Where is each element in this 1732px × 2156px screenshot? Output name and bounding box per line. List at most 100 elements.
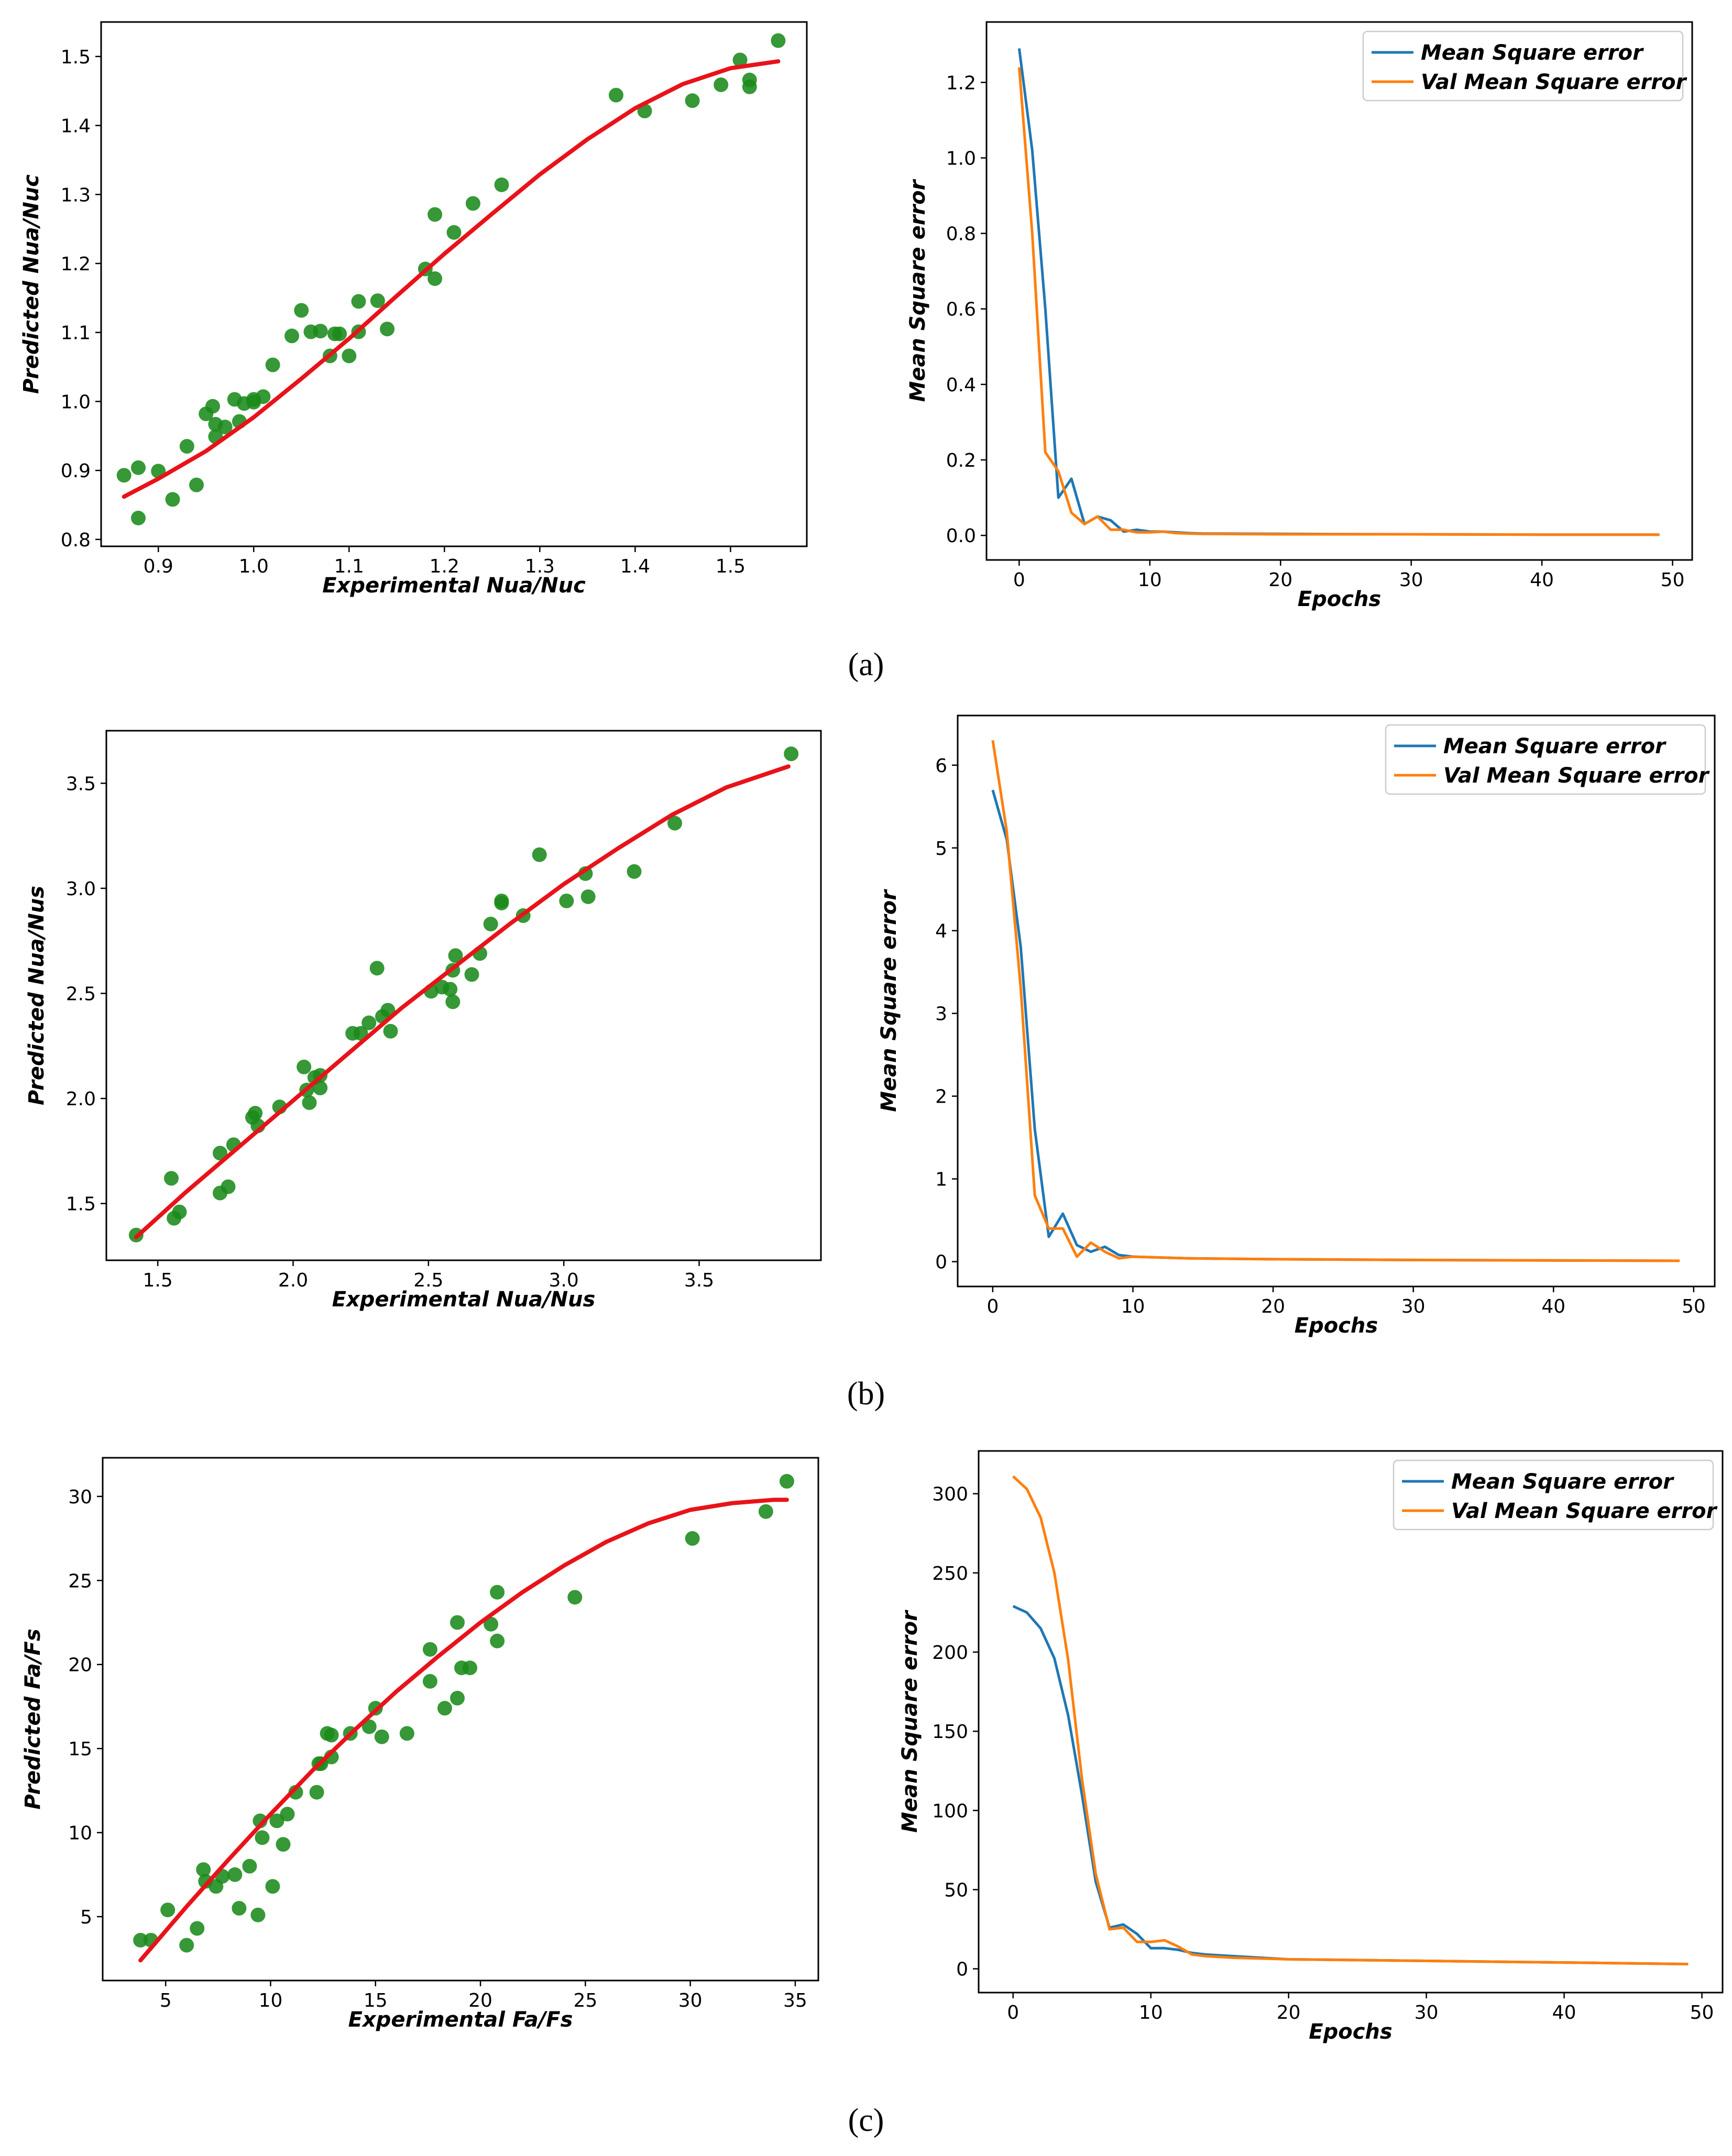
y-tick-label: 10	[68, 1823, 92, 1844]
data-point	[288, 1785, 303, 1800]
regression-curve	[134, 764, 791, 1239]
data-point	[265, 357, 280, 372]
legend: Mean Square error Val Mean Square error	[1362, 30, 1687, 102]
y-tick-label: 0	[935, 1252, 947, 1273]
data-point	[567, 1590, 583, 1605]
data-point	[490, 1633, 505, 1648]
y-tick-label: 1.5	[66, 1194, 96, 1215]
data-point	[685, 93, 700, 108]
panel-label-c: (c)	[848, 2103, 884, 2138]
y-tick-label: 1.0	[946, 148, 976, 169]
data-point	[627, 864, 642, 879]
x-tick-label: 5	[160, 1990, 172, 2011]
y-tick-label: 1.2	[946, 72, 976, 94]
y-tick-label: 300	[932, 1484, 968, 1505]
data-point	[221, 1179, 236, 1194]
legend-box	[1393, 1459, 1714, 1531]
x-tick-label: 0	[1007, 2002, 1019, 2023]
data-point	[490, 1585, 505, 1600]
y-axis-title: Mean Square error	[906, 179, 930, 402]
data-point	[332, 326, 347, 342]
panel-label-b: (b)	[847, 1376, 885, 1412]
data-point	[133, 1932, 148, 1948]
y-tick-label: 0.2	[946, 450, 976, 471]
plot-frame	[105, 730, 822, 1261]
panel-label-a: (a)	[848, 647, 884, 683]
data-point	[450, 1690, 465, 1706]
y-tick-label: 2	[935, 1086, 947, 1108]
y-tick-label: 3.5	[66, 773, 96, 795]
series-val-mse-line	[1017, 67, 1660, 536]
y-tick-label: 1.4	[61, 116, 91, 137]
data-point	[248, 1106, 263, 1121]
data-point	[179, 439, 194, 454]
x-tick-label: 30	[1415, 2002, 1439, 2023]
x-tick-label: 3.5	[684, 1270, 714, 1291]
legend-label: Mean Square error	[1451, 1470, 1674, 1494]
series-val-mse-line	[991, 740, 1680, 1262]
data-point	[302, 1095, 317, 1110]
data-point	[742, 79, 757, 94]
legend-box	[1362, 30, 1684, 102]
y-tick-label: 0.9	[61, 460, 91, 482]
legend-box	[1385, 724, 1706, 795]
plot-area	[128, 746, 799, 1242]
y-tick-label: 0.8	[946, 224, 976, 245]
data-point	[213, 1146, 227, 1161]
data-point	[369, 961, 385, 976]
data-point	[179, 1938, 194, 1953]
y-tick-label: 150	[932, 1721, 968, 1743]
data-point	[164, 1171, 179, 1186]
data-point	[370, 293, 385, 309]
legend-label: Val Mean Square error	[1443, 764, 1710, 788]
data-point	[227, 1867, 243, 1882]
y-axis-title: Mean Square error	[877, 889, 901, 1112]
y-tick-label: 2.5	[66, 983, 96, 1005]
data-point	[494, 177, 509, 192]
y-tick-label: 30	[68, 1487, 92, 1508]
x-tick-label: 15	[364, 1990, 388, 2011]
y-axis-title: Mean Square error	[898, 1610, 922, 1833]
x-axis-title: Experimental Nua/Nus	[332, 1288, 596, 1312]
y-tick-label: 0.6	[946, 299, 976, 321]
x-axis-title: Epochs	[1295, 1314, 1378, 1338]
data-point	[196, 1862, 211, 1877]
y-tick-label: 1.1	[61, 323, 91, 344]
data-point	[324, 1728, 339, 1743]
x-tick-label: 40	[1552, 2002, 1576, 2023]
data-point	[422, 1642, 437, 1657]
y-tick-label: 50	[944, 1879, 968, 1901]
data-point	[205, 399, 220, 414]
x-tick-label: 40	[1541, 1296, 1565, 1317]
y-tick-label: 1.3	[61, 184, 91, 206]
x-axis-title: Epochs	[1298, 587, 1381, 611]
x-tick-label: 30	[678, 1990, 703, 2011]
data-point	[130, 460, 146, 475]
y-tick-label: 100	[932, 1800, 968, 1822]
y-tick-label: 0.0	[946, 525, 976, 547]
data-point	[255, 1830, 270, 1845]
data-point	[297, 1059, 312, 1074]
data-point	[374, 1729, 389, 1744]
data-point	[284, 328, 300, 344]
plot-frame	[985, 21, 1693, 561]
data-point	[269, 1813, 284, 1829]
data-point	[217, 420, 233, 435]
legend-label: Mean Square error	[1443, 734, 1667, 758]
plot-area	[1012, 1475, 1689, 1966]
chart-a-scatter: 0.9 1.0 1.1 1.2 1.3 1.4 1.5 0.8 0.9 1.0 1.1 1.2 1.3 1…	[19, 21, 808, 598]
x-tick-label: 20	[468, 1990, 492, 2011]
x-tick-label: 1.5	[143, 1270, 173, 1291]
chart-b-loss: 0 10 20 30 40 50 0 1 2 3 4 5 6 Epochs Mean Square erro…	[877, 714, 1716, 1338]
y-tick-label: 250	[932, 1563, 968, 1585]
y-tick-label: 0.8	[61, 530, 91, 551]
y-tick-label: 1.2	[61, 254, 91, 275]
series-val-mse-line	[1012, 1475, 1689, 1966]
data-point	[484, 1616, 499, 1632]
y-tick-label: 0	[956, 1959, 968, 1981]
data-point	[276, 1837, 291, 1852]
chart-c-scatter: 5 10 15 20 25 30 35 5 10 15 20 25 30 Experimental Fa/…	[21, 1457, 819, 2032]
data-point	[758, 1504, 773, 1519]
data-point	[313, 1081, 328, 1096]
data-point	[361, 1719, 377, 1734]
